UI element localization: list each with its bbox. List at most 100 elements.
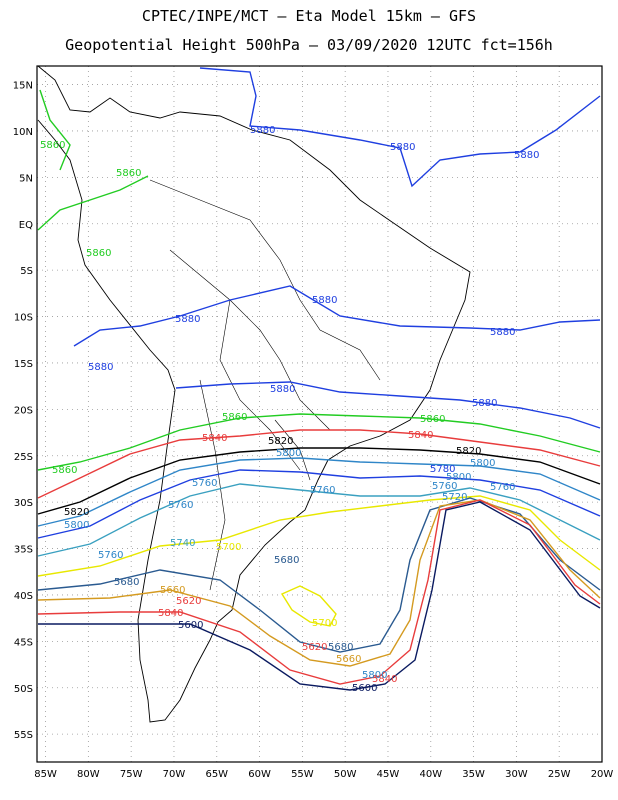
contour-label: 5880 [88, 362, 113, 373]
country-borders [149, 179, 381, 591]
contour-label: 5860 [116, 168, 141, 179]
contour-label: 5780 [430, 464, 455, 475]
contour-label: 5860 [86, 248, 111, 259]
contour-label: 5660 [336, 654, 361, 665]
lat-tick-label: 25S [14, 452, 33, 463]
contour-label: 5840 [408, 430, 433, 441]
contour-label: 5760 [310, 485, 335, 496]
lat-tick-label: 5N [19, 173, 33, 184]
contour-5800 [37, 457, 601, 527]
lon-tick-label: 20W [591, 769, 614, 780]
contour-label: 5860 [40, 140, 65, 151]
contour-label: 5820 [268, 436, 293, 447]
lon-tick-label: 65W [205, 769, 228, 780]
lon-tick-label: 25W [548, 769, 571, 780]
contour-5660 [37, 499, 601, 667]
lat-tick-label: 10N [13, 127, 33, 138]
contour-lines [37, 67, 601, 691]
lat-tick-label: 5S [20, 266, 33, 277]
contour-label: 5600 [178, 620, 203, 631]
contour-label: 5680 [114, 577, 139, 588]
contour-label: 5700 [216, 542, 241, 553]
contour-label: 5620 [302, 642, 327, 653]
contour-5880-north [199, 67, 601, 188]
contour-label: 5620 [176, 596, 201, 607]
lon-tick-label: 45W [377, 769, 400, 780]
contour-5860-north [37, 89, 149, 231]
contour-label: 5720 [442, 492, 467, 503]
lon-tick-label: 35W [462, 769, 485, 780]
contour-label: 5700 [312, 618, 337, 629]
contour-5860 [37, 413, 601, 471]
contour-label: 5840 [202, 433, 227, 444]
contour-label: 5860 [222, 412, 247, 423]
contour-label: 5880 [312, 295, 337, 306]
lat-tick-label: 50S [14, 684, 33, 695]
lat-tick-label: 35S [14, 545, 33, 556]
contour-label: 5860 [52, 465, 77, 476]
contour-label: 5880 [175, 314, 200, 325]
contour-5820 [37, 447, 601, 515]
contour-label: 5680 [274, 555, 299, 566]
lat-tick-label: 10S [14, 313, 33, 324]
lon-tick-label: 70W [163, 769, 186, 780]
contour-label: 5740 [170, 538, 195, 549]
contour-label: 5800 [446, 472, 471, 483]
contour-label: 5880 [514, 150, 539, 161]
contour-5700-closed [280, 585, 337, 627]
contour-label: 5800 [64, 520, 89, 531]
lon-tick-label: 30W [505, 769, 528, 780]
lat-tick-label: 45S [14, 637, 33, 648]
contour-label: 5600 [352, 683, 377, 694]
contour-label: 5820 [64, 507, 89, 518]
map-frame [36, 65, 603, 763]
contour-label: 5800 [470, 458, 495, 469]
lon-tick-label: 50W [334, 769, 357, 780]
contour-label: 5860 [420, 414, 445, 425]
contour-label: 5680 [328, 642, 353, 653]
contour-5780 [37, 469, 601, 539]
contour-label: 5880 [472, 398, 497, 409]
contour-label: 5800 [276, 448, 301, 459]
lat-tick-label: 30S [14, 498, 33, 509]
contour-label: 5820 [456, 446, 481, 457]
contour-5880-south [175, 381, 601, 429]
lat-tick-label: 40S [14, 591, 33, 602]
lon-tick-label: 80W [77, 769, 100, 780]
contour-labels: 5880 5880 5880 5880 5880 5880 5880 5880 5880 5860… [40, 125, 539, 694]
lat-tick-label: EQ [19, 220, 33, 231]
contour-label: 5760 [168, 500, 193, 511]
contour-label: 5880 [270, 384, 295, 395]
contour-label: 5760 [98, 550, 123, 561]
contour-label: 5880 [490, 327, 515, 338]
contour-5700 [37, 495, 601, 577]
south-america-coastline [37, 65, 471, 723]
lon-tick-label: 55W [291, 769, 314, 780]
contour-label: 5660 [160, 585, 185, 596]
contour-label: 5880 [390, 142, 415, 153]
title-line-2: Geopotential Height 500hPa – 03/09/2020 … [65, 36, 553, 54]
contour-5880-mid [73, 285, 601, 347]
title-line-1: CPTEC/INPE/MCT – Eta Model 15km – GFS [141, 7, 477, 25]
contour-5740 [37, 483, 601, 557]
lat-tick-label: 55S [14, 730, 33, 741]
lat-tick-label: 15S [14, 359, 33, 370]
lon-tick-label: 75W [120, 769, 143, 780]
contour-label: 5760 [432, 481, 457, 492]
contour-label: 5840 [158, 608, 183, 619]
lon-tick-label: 40W [419, 769, 442, 780]
lat-tick-label: 20S [14, 405, 33, 416]
contour-5620 [37, 499, 601, 685]
contour-label: 5840 [372, 674, 397, 685]
contour-label: 5760 [490, 482, 515, 493]
axis-ticks: 15N 10N 5N EQ 5S 10S 15S 20S 25S 30S 35S 40S 45S 50S 5… [13, 81, 614, 780]
lon-tick-label: 85W [34, 769, 57, 780]
contour-5840 [37, 429, 601, 499]
contour-label: 5800 [362, 670, 387, 681]
contour-5600 [38, 501, 601, 691]
lat-tick-label: 15N [13, 81, 33, 92]
lon-tick-label: 60W [248, 769, 271, 780]
contour-label: 5880 [250, 125, 275, 136]
contour-label: 5760 [192, 478, 217, 489]
